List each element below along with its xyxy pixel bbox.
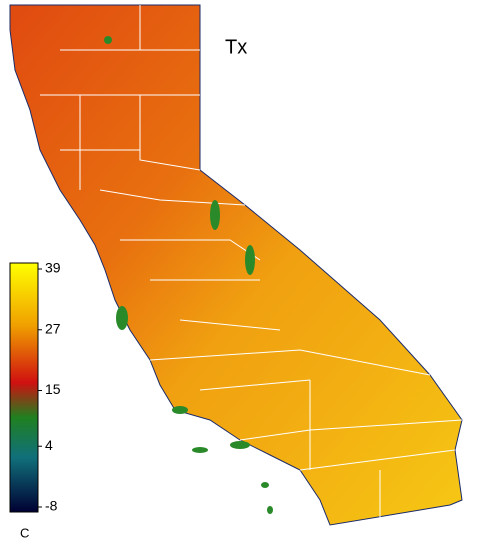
colorbar-unit: C bbox=[20, 525, 29, 540]
map-title: Tx bbox=[225, 36, 247, 58]
colorbar-tick-label: 4 bbox=[45, 437, 53, 453]
colorbar-tick-label: 39 bbox=[45, 260, 61, 276]
colorbar-tick-label: 27 bbox=[45, 320, 61, 336]
county-lines bbox=[40, 5, 463, 520]
colorbar bbox=[9, 262, 39, 513]
colorbar-tick-label: 15 bbox=[45, 381, 61, 397]
green-highs bbox=[104, 36, 273, 514]
colorbar-tick-label: -8 bbox=[45, 498, 58, 514]
